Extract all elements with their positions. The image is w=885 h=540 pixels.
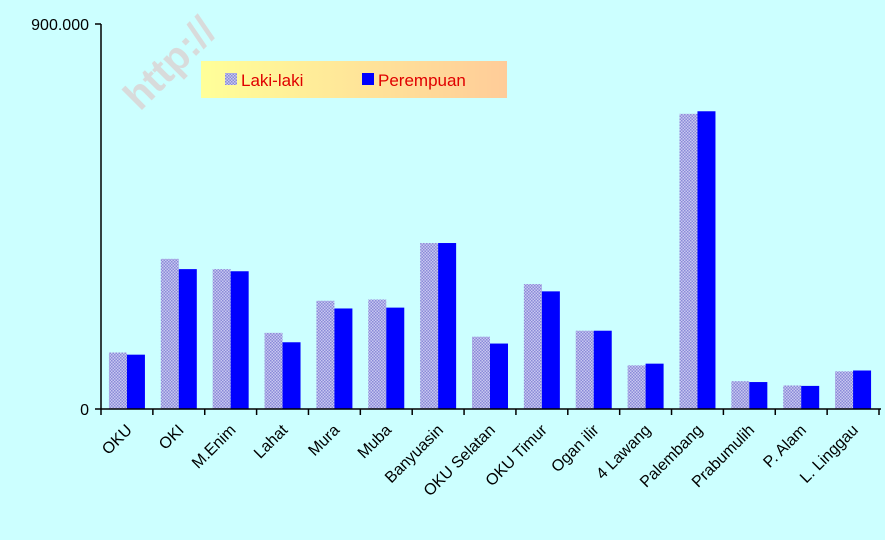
legend-label-laki: Laki-laki bbox=[241, 71, 303, 90]
bar-laki-laki-14 bbox=[835, 371, 854, 409]
bar-laki-laki-11 bbox=[679, 113, 698, 409]
bar-laki-laki-2 bbox=[212, 269, 231, 409]
bar-perempuan-11 bbox=[697, 111, 716, 410]
bar-laki-laki-10 bbox=[627, 365, 646, 409]
bars-group bbox=[108, 111, 872, 410]
y-tick-label-1: 900.000 bbox=[31, 17, 89, 34]
bar-laki-laki-5 bbox=[368, 299, 387, 409]
bar-laki-laki-7 bbox=[472, 336, 490, 409]
bar-perempuan-9 bbox=[593, 330, 612, 409]
legend: Laki-laki Perempuan bbox=[201, 61, 507, 98]
bar-laki-laki-9 bbox=[575, 330, 594, 409]
bar-laki-laki-12 bbox=[731, 381, 750, 409]
bar-perempuan-8 bbox=[541, 291, 560, 409]
bar-perempuan-7 bbox=[490, 343, 508, 409]
legend-swatch-perempuan bbox=[362, 73, 374, 85]
bar-laki-laki-8 bbox=[523, 284, 542, 409]
bar-perempuan-4 bbox=[334, 308, 353, 409]
bar-perempuan-13 bbox=[801, 385, 820, 409]
legend-swatch-laki bbox=[225, 73, 237, 85]
bar-laki-laki-4 bbox=[316, 300, 335, 409]
legend-box bbox=[201, 61, 507, 98]
bar-perempuan-10 bbox=[645, 363, 664, 409]
bar-perempuan-12 bbox=[749, 382, 768, 409]
bar-perempuan-2 bbox=[230, 271, 249, 409]
bar-perempuan-0 bbox=[126, 354, 145, 409]
bar-perempuan-5 bbox=[386, 307, 405, 409]
bar-laki-laki-1 bbox=[160, 258, 179, 409]
bar-perempuan-1 bbox=[178, 269, 197, 409]
bar-laki-laki-3 bbox=[264, 332, 283, 409]
bar-perempuan-3 bbox=[282, 342, 301, 409]
axes-group: 0 900.000 bbox=[31, 17, 881, 419]
y-tick-label-0: 0 bbox=[80, 402, 89, 419]
bar-laki-laki-13 bbox=[783, 385, 802, 409]
bar-laki-laki-6 bbox=[420, 243, 439, 409]
bar-perempuan-6 bbox=[438, 243, 457, 409]
legend-label-perempuan: Perempuan bbox=[378, 71, 466, 90]
bar-laki-laki-0 bbox=[108, 352, 127, 409]
bar-perempuan-14 bbox=[853, 370, 872, 409]
